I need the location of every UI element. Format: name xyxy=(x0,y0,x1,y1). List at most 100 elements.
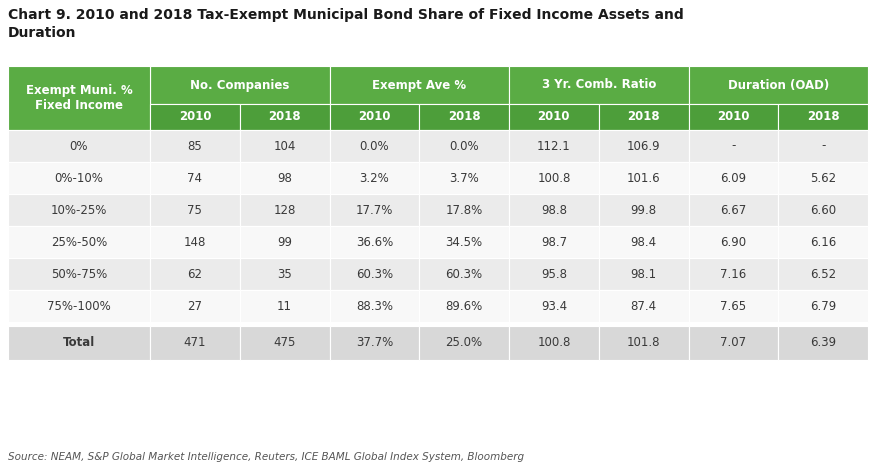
Text: 6.67: 6.67 xyxy=(720,204,746,217)
Text: 99.8: 99.8 xyxy=(631,204,657,217)
Text: 98.8: 98.8 xyxy=(540,204,567,217)
Text: 98.1: 98.1 xyxy=(631,268,657,280)
Bar xyxy=(599,226,689,258)
Text: 2018: 2018 xyxy=(627,110,660,123)
Bar xyxy=(420,130,509,162)
Text: 2018: 2018 xyxy=(807,110,839,123)
Bar xyxy=(420,226,509,258)
Text: 60.3%: 60.3% xyxy=(446,268,483,280)
Bar xyxy=(150,162,240,194)
Bar xyxy=(240,104,329,130)
Bar xyxy=(420,290,509,322)
Bar xyxy=(240,326,329,360)
Text: 6.52: 6.52 xyxy=(810,268,837,280)
Bar xyxy=(509,194,599,226)
Bar xyxy=(509,66,689,104)
Text: 6.60: 6.60 xyxy=(810,204,837,217)
Text: 25.0%: 25.0% xyxy=(446,337,483,349)
Bar xyxy=(420,194,509,226)
Text: 2018: 2018 xyxy=(448,110,480,123)
Text: 100.8: 100.8 xyxy=(537,337,570,349)
Text: 471: 471 xyxy=(184,337,206,349)
Text: 37.7%: 37.7% xyxy=(356,337,393,349)
Bar xyxy=(689,290,778,322)
Bar xyxy=(509,290,599,322)
Bar xyxy=(8,258,150,290)
Bar xyxy=(689,104,778,130)
Text: 2018: 2018 xyxy=(268,110,301,123)
Bar xyxy=(509,162,599,194)
Text: 85: 85 xyxy=(187,139,202,152)
Text: 98: 98 xyxy=(277,171,292,185)
Bar xyxy=(150,66,329,104)
Text: 50%-75%: 50%-75% xyxy=(51,268,107,280)
Text: 34.5%: 34.5% xyxy=(446,236,483,248)
Bar xyxy=(240,194,329,226)
Bar xyxy=(8,322,868,326)
Bar xyxy=(8,226,150,258)
Text: Source: NEAM, S&P Global Market Intelligence, Reuters, ICE BAML Global Index Sys: Source: NEAM, S&P Global Market Intellig… xyxy=(8,452,524,462)
Text: -: - xyxy=(821,139,825,152)
Bar xyxy=(8,194,150,226)
Text: 101.8: 101.8 xyxy=(627,337,661,349)
Text: Duration: Duration xyxy=(8,26,76,40)
Bar xyxy=(329,326,420,360)
Bar xyxy=(420,326,509,360)
Text: 17.8%: 17.8% xyxy=(446,204,483,217)
Bar xyxy=(240,258,329,290)
Bar xyxy=(240,226,329,258)
Bar xyxy=(778,258,868,290)
Text: Chart 9. 2010 and 2018 Tax-Exempt Municipal Bond Share of Fixed Income Assets an: Chart 9. 2010 and 2018 Tax-Exempt Munici… xyxy=(8,8,684,22)
Text: 87.4: 87.4 xyxy=(631,299,657,313)
Bar xyxy=(329,130,420,162)
Text: 128: 128 xyxy=(273,204,296,217)
Text: 101.6: 101.6 xyxy=(627,171,661,185)
Bar xyxy=(150,326,240,360)
Text: 62: 62 xyxy=(187,268,202,280)
Text: 3 Yr. Comb. Ratio: 3 Yr. Comb. Ratio xyxy=(541,79,656,91)
Bar xyxy=(420,104,509,130)
Bar xyxy=(150,130,240,162)
Bar xyxy=(599,104,689,130)
Text: 2010: 2010 xyxy=(538,110,570,123)
Bar xyxy=(150,194,240,226)
Text: 95.8: 95.8 xyxy=(540,268,567,280)
Text: Exempt Ave %: Exempt Ave % xyxy=(372,79,466,91)
Text: 10%-25%: 10%-25% xyxy=(51,204,107,217)
Text: 3.2%: 3.2% xyxy=(359,171,389,185)
Text: 2010: 2010 xyxy=(179,110,211,123)
Bar xyxy=(329,258,420,290)
Bar xyxy=(599,326,689,360)
Bar xyxy=(150,226,240,258)
Bar xyxy=(778,194,868,226)
Bar xyxy=(240,130,329,162)
Text: 6.16: 6.16 xyxy=(810,236,837,248)
Bar xyxy=(420,258,509,290)
Text: 6.09: 6.09 xyxy=(720,171,746,185)
Bar xyxy=(420,162,509,194)
Bar xyxy=(240,290,329,322)
Text: 7.16: 7.16 xyxy=(720,268,746,280)
Bar xyxy=(689,258,778,290)
Text: 75: 75 xyxy=(187,204,202,217)
Text: 17.7%: 17.7% xyxy=(356,204,393,217)
Text: 112.1: 112.1 xyxy=(537,139,571,152)
Bar xyxy=(599,258,689,290)
Text: 6.79: 6.79 xyxy=(810,299,837,313)
Text: 104: 104 xyxy=(273,139,296,152)
Text: 106.9: 106.9 xyxy=(627,139,661,152)
Text: 0.0%: 0.0% xyxy=(359,139,389,152)
Text: 475: 475 xyxy=(273,337,296,349)
Bar xyxy=(329,66,509,104)
Text: 89.6%: 89.6% xyxy=(446,299,483,313)
Bar xyxy=(150,258,240,290)
Text: 7.65: 7.65 xyxy=(720,299,746,313)
Text: 11: 11 xyxy=(277,299,292,313)
Text: 5.62: 5.62 xyxy=(810,171,837,185)
Bar xyxy=(599,194,689,226)
Bar xyxy=(778,326,868,360)
Text: 0%-10%: 0%-10% xyxy=(54,171,103,185)
Text: 60.3%: 60.3% xyxy=(356,268,393,280)
Bar xyxy=(778,162,868,194)
Text: Duration (OAD): Duration (OAD) xyxy=(728,79,829,91)
